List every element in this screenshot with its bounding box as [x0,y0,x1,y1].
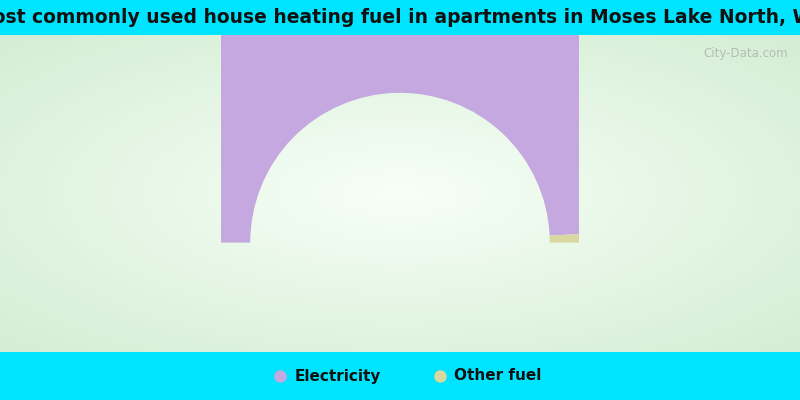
Text: Electricity: Electricity [294,368,381,384]
Text: City-Data.com: City-Data.com [703,47,788,60]
Wedge shape [112,0,688,242]
Wedge shape [550,229,688,242]
Text: Other fuel: Other fuel [454,368,542,384]
Text: Most commonly used house heating fuel in apartments in Moses Lake North, WA: Most commonly used house heating fuel in… [0,8,800,27]
